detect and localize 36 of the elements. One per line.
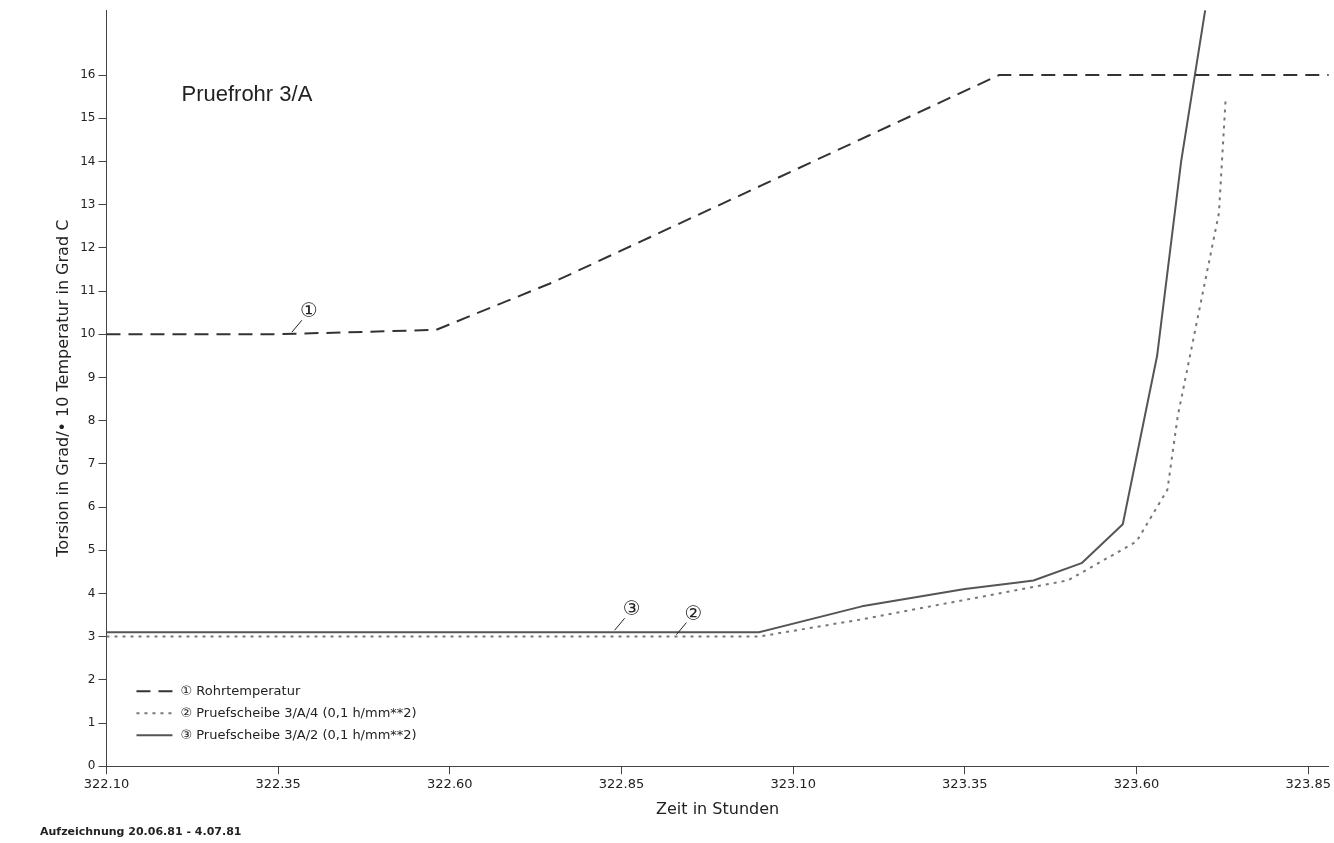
legend-label: ① Rohrtemperatur	[180, 682, 301, 698]
x-tick-label: 322.60	[427, 776, 473, 792]
line-series	[106, 74, 1329, 336]
annotation: ②	[684, 600, 703, 625]
y-tick-label: 12	[80, 239, 96, 254]
x-tick-label: 323.60	[1113, 776, 1160, 792]
y-tick-label: 0	[87, 758, 96, 773]
legend-label: ③ Pruefscheibe 3/A/2 (0,1 h/mm**2)	[180, 726, 417, 742]
x-tick-label: 322.35	[255, 776, 301, 792]
y-tick-label: 1	[87, 715, 96, 730]
y-axis-title: Torsion in Grad/• 10 Temperatur in Grad C	[52, 219, 72, 558]
x-tick-label: 323.10	[770, 776, 816, 792]
y-tick-label: 4	[87, 585, 96, 600]
text: Pruefrohr 3/A	[181, 80, 313, 106]
y-tick-label: 11	[80, 283, 96, 298]
legend-label: ② Pruefscheibe 3/A/4 (0,1 h/mm**2)	[180, 704, 417, 720]
y-tick-label: 7	[87, 455, 96, 470]
x-tick-label: 322.85	[598, 776, 645, 792]
y-tick-label: 5	[87, 542, 96, 557]
y-tick-label: 10	[80, 326, 96, 341]
annotation: ①	[299, 298, 318, 323]
y-tick-label: 6	[87, 499, 96, 514]
text: Aufzeichnung 20.06.81 - 4.07.81	[40, 825, 242, 838]
y-tick-label: 16	[80, 67, 96, 82]
y-tick-label: 15	[80, 110, 96, 125]
y-tick-label: 14	[80, 153, 96, 168]
y-tick-label: 9	[87, 369, 96, 384]
y-tick-label: 13	[80, 196, 96, 211]
annotation: ③	[622, 596, 641, 621]
x-axis-title: Zeit in Stunden	[656, 798, 780, 818]
y-tick-label: 8	[87, 412, 96, 427]
y-tick-label: 2	[87, 671, 96, 686]
x-tick-label: 322.10	[83, 776, 130, 792]
y-tick-label: 3	[87, 628, 96, 643]
x-tick-label: 323.35	[942, 776, 988, 792]
x-tick-label: 323.85	[1285, 776, 1331, 792]
